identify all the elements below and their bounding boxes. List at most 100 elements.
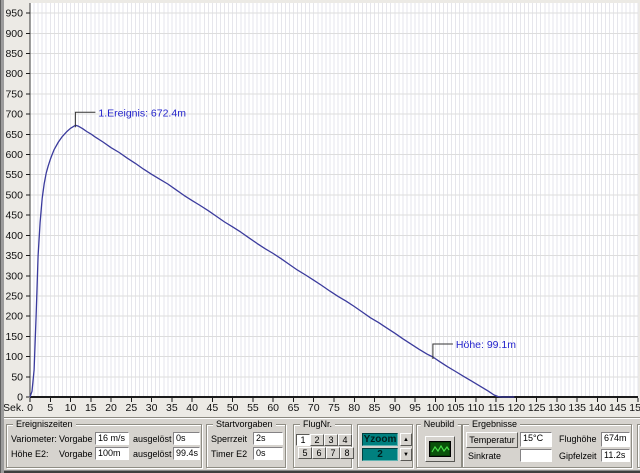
temperatur-button[interactable]: Temperatur [466,432,518,448]
x-tick-label: 125 [528,402,546,414]
hoehe-e2-vorgabe-label: Vorgabe [59,449,93,459]
y-tick-label: 500 [5,189,23,201]
x-tick-label: 10 [65,402,77,414]
hoehe-e2-vorgabe-field[interactable]: 100m [95,447,129,460]
y-tick-label: 200 [5,311,23,323]
groupbox-ereigniszeiten: Ereigniszeiten Variometer: Vorgabe 16 m/… [6,419,202,468]
sinkrate-label: Sinkrate [468,451,502,461]
yzoom-down-button[interactable]: ▼ [400,448,412,461]
x-tick-label: 25 [125,402,137,414]
neubild-label: Neubild [420,419,458,429]
chart-annotation: Höhe: 99.1m [456,339,516,351]
x-tick-label: 110 [467,402,484,414]
variometer-label: Variometer: [11,434,57,444]
x-tick-label: 150 [629,402,640,414]
flugnr-button-8[interactable]: 8 [340,447,354,459]
x-axis-unit-label: Sek. [3,402,24,414]
variometer-vorgabe-label: Vorgabe [59,434,93,444]
y-tick-label: 350 [5,250,23,262]
flugnr-button-4[interactable]: 4 [338,434,352,446]
x-tick-label: 20 [105,402,117,414]
y-tick-label: 950 [5,8,23,20]
variometer-ausgeloest-label: ausgelöst [133,434,172,444]
x-tick-label: 85 [369,402,381,414]
x-tick-label: 120 [508,402,526,414]
neubild-button[interactable] [425,436,455,462]
x-tick-label: 50 [227,402,239,414]
groupbox-neubild: Neubild [416,419,462,468]
timer-e2-field[interactable]: 0s [253,447,283,460]
waveform-icon [429,441,451,457]
x-tick-label: 70 [308,402,320,414]
annotation-bracket [74,111,96,128]
hoehe-e2-ausgeloest-value: 99.4s [173,447,200,460]
flugnr-button-7[interactable]: 7 [326,447,340,459]
window-left-edge [0,0,4,473]
x-tick-label: 60 [267,402,279,414]
y-tick-label: 100 [5,351,23,363]
hoehe-e2-label: Höhe E2: [11,449,49,459]
control-panel: Ereigniszeiten Variometer: Vorgabe 16 m/… [0,419,640,470]
timer-e2-label: Timer E2 [211,449,248,459]
panel-divider [0,417,640,419]
temperatur-value[interactable]: 15°C [520,432,552,447]
x-tick-label: 40 [186,402,198,414]
hoehe-e2-ausgeloest-label: ausgelöst [133,449,172,459]
x-tick-label: 55 [247,402,259,414]
x-tick-label: 80 [348,402,360,414]
x-tick-label: 100 [427,402,445,414]
x-tick-label: 95 [409,402,421,414]
sperrzeit-label: Sperrzeit [211,434,248,444]
flughoehe-label: Flughöhe [559,434,597,444]
variometer-ausgeloest-value: 0s [173,432,200,445]
x-tick-label: 135 [568,402,586,414]
y-tick-label: 850 [5,48,23,60]
altitude-chart: 0501001502002503003504004505005506006507… [0,0,640,417]
y-tick-label: 900 [5,28,23,40]
groupbox-yzoom: Yzoom 2 ▲ ▼ [357,424,413,468]
x-tick-label: 90 [389,402,401,414]
flughoehe-value: 674m [601,432,630,447]
altitude-curve [29,124,515,398]
gipfelzeit-label: Gipfelzeit [559,451,597,461]
x-tick-label: 5 [47,402,53,414]
variometer-vorgabe-field[interactable]: 16 m/s [95,432,129,445]
yzoom-value-display[interactable]: 2 [362,448,398,461]
sinkrate-value [520,449,552,462]
x-tick-label: 45 [207,402,219,414]
flugnr-button-1[interactable]: 1 [296,434,310,446]
x-tick-label: 65 [288,402,300,414]
x-tick-label: 130 [548,402,566,414]
y-tick-label: 50 [11,371,23,383]
y-tick-label: 750 [5,88,23,100]
x-tick-label: 115 [488,402,505,414]
window-bottom-edge [0,470,640,473]
x-tick-label: 35 [166,402,178,414]
y-tick-label: 150 [5,331,23,343]
y-tick-label: 600 [5,149,23,161]
y-tick-label: 250 [5,290,23,302]
groupbox-flugnr-title: FlugNr. [300,419,336,429]
groupbox-ereigniszeiten-title: Ereigniszeiten [13,419,76,429]
flugnr-button-2[interactable]: 2 [310,434,324,446]
flugnr-button-3[interactable]: 3 [324,434,338,446]
x-tick-label: 0 [27,402,33,414]
y-tick-label: 800 [5,68,23,80]
cropped-groupbox [637,424,640,468]
flugnr-button-5[interactable]: 5 [298,447,312,459]
flugnr-button-6[interactable]: 6 [312,447,326,459]
x-tick-label: 15 [85,402,97,414]
x-tick-label: 140 [589,402,607,414]
groupbox-startvorgaben: Startvorgaben Sperrzeit 2s Timer E2 0s [206,419,286,468]
x-tick-label: 30 [146,402,158,414]
groupbox-startvorgaben-title: Startvorgaben [213,419,276,429]
chart-annotation: 1.Ereignis: 672.4m [98,107,186,119]
sperrzeit-field[interactable]: 2s [253,432,283,445]
yzoom-up-button[interactable]: ▲ [400,433,412,446]
y-tick-label: 0 [17,392,23,404]
y-tick-label: 300 [5,270,23,282]
groupbox-ergebnisse-title: Ergebnisse [469,419,521,429]
x-tick-label: 105 [447,402,465,414]
